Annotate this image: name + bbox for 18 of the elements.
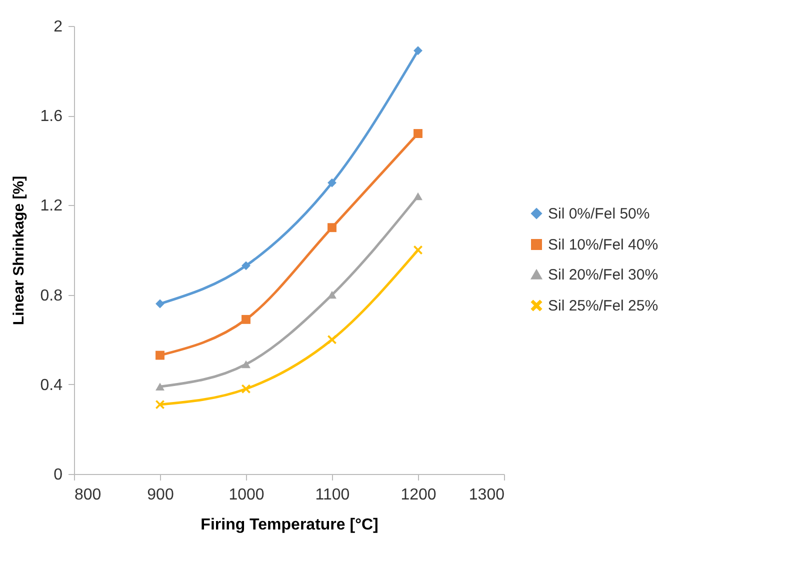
y-tick-label: 1.6 [40, 108, 63, 126]
x-tick-label: 900 [147, 486, 174, 504]
x-tick-label: 1000 [228, 486, 264, 504]
x-tick-label: 800 [74, 486, 102, 504]
y-axis-title: Linear Shrinkage [%] [10, 176, 28, 326]
x-tick-label: 1300 [468, 486, 505, 504]
legend-label: Sil 25%/Fel 25% [548, 298, 658, 314]
legend-label: Sil 10%/Fel 40% [548, 236, 658, 254]
y-tick-label: 0.8 [40, 287, 63, 304]
y-tick-label: 2 [54, 18, 63, 36]
y-tick-label: 0 [54, 466, 63, 484]
y-tick-label: 1.2 [40, 198, 63, 215]
y-tick-label: 0.4 [40, 376, 63, 394]
x-tick-label: 1200 [400, 486, 436, 504]
x-tick-label: 1100 [315, 486, 350, 504]
legend-label: Sil 0%/Fel 50% [548, 206, 650, 222]
legend-label: Sil 20%/Fel 30% [548, 266, 658, 284]
x-axis-title: Firing Temperature [°C] [200, 516, 378, 534]
